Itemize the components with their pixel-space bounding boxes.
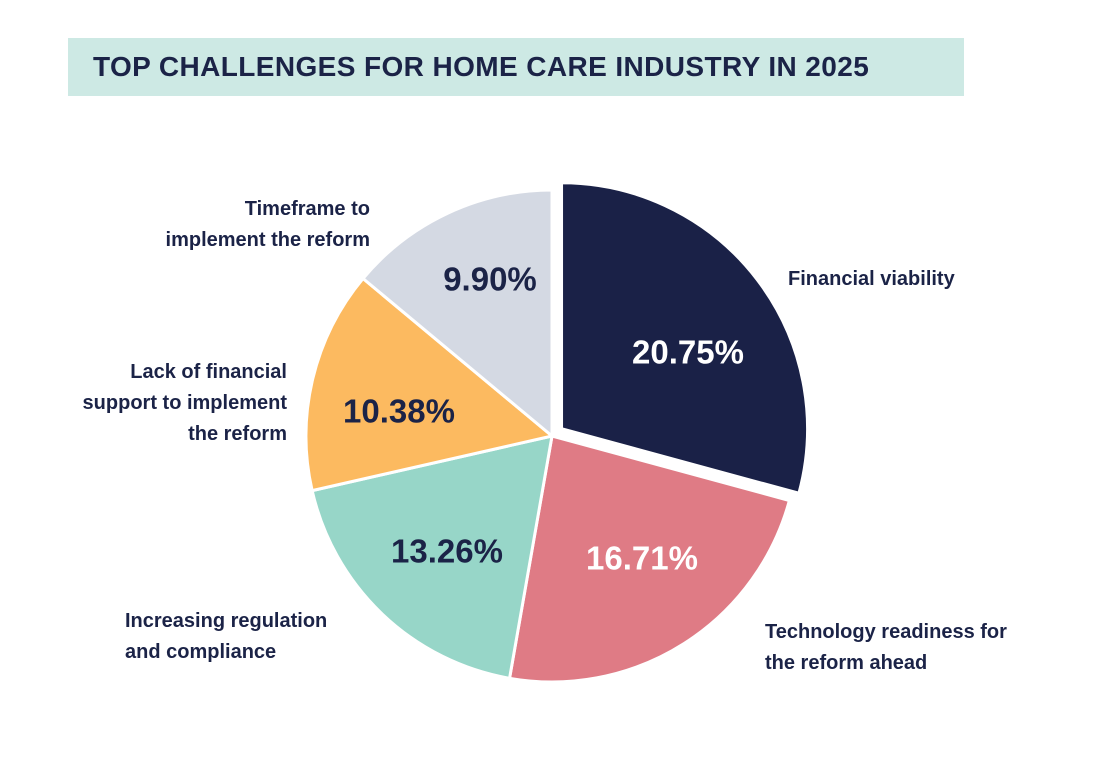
- slice-label-financial-viability: Financial viability: [788, 268, 955, 290]
- pie-value-label-timeframe: 9.90%: [443, 261, 537, 298]
- pie-slice-financial-viability: [560, 181, 810, 495]
- slice-label-increasing-regulation: Increasing regulation and compliance: [125, 610, 328, 663]
- pie-slice-increasing-regulation: [310, 434, 554, 680]
- pie-value-label-financial-viability: 20.75%: [632, 334, 744, 371]
- title-banner: TOP CHALLENGES FOR HOME CARE INDUSTRY IN…: [68, 38, 964, 96]
- pie-value-label-increasing-regulation: 13.26%: [391, 533, 503, 570]
- pie-slice-timeframe: [361, 188, 554, 438]
- slice-label-technology-readiness: Technology readiness for the reform ahea…: [765, 621, 1007, 674]
- slice-label-financial-support: Lack of financial support to implement t…: [82, 361, 287, 445]
- pie-slice-financial-support: [304, 277, 554, 493]
- page-title: TOP CHALLENGES FOR HOME CARE INDUSTRY IN…: [93, 51, 870, 82]
- pie-slice-technology-readiness: [508, 434, 791, 684]
- slice-label-timeframe: Timeframe to implement the reform: [165, 198, 370, 251]
- pie-value-label-technology-readiness: 16.71%: [586, 540, 698, 577]
- pie-value-label-financial-support: 10.38%: [343, 393, 455, 430]
